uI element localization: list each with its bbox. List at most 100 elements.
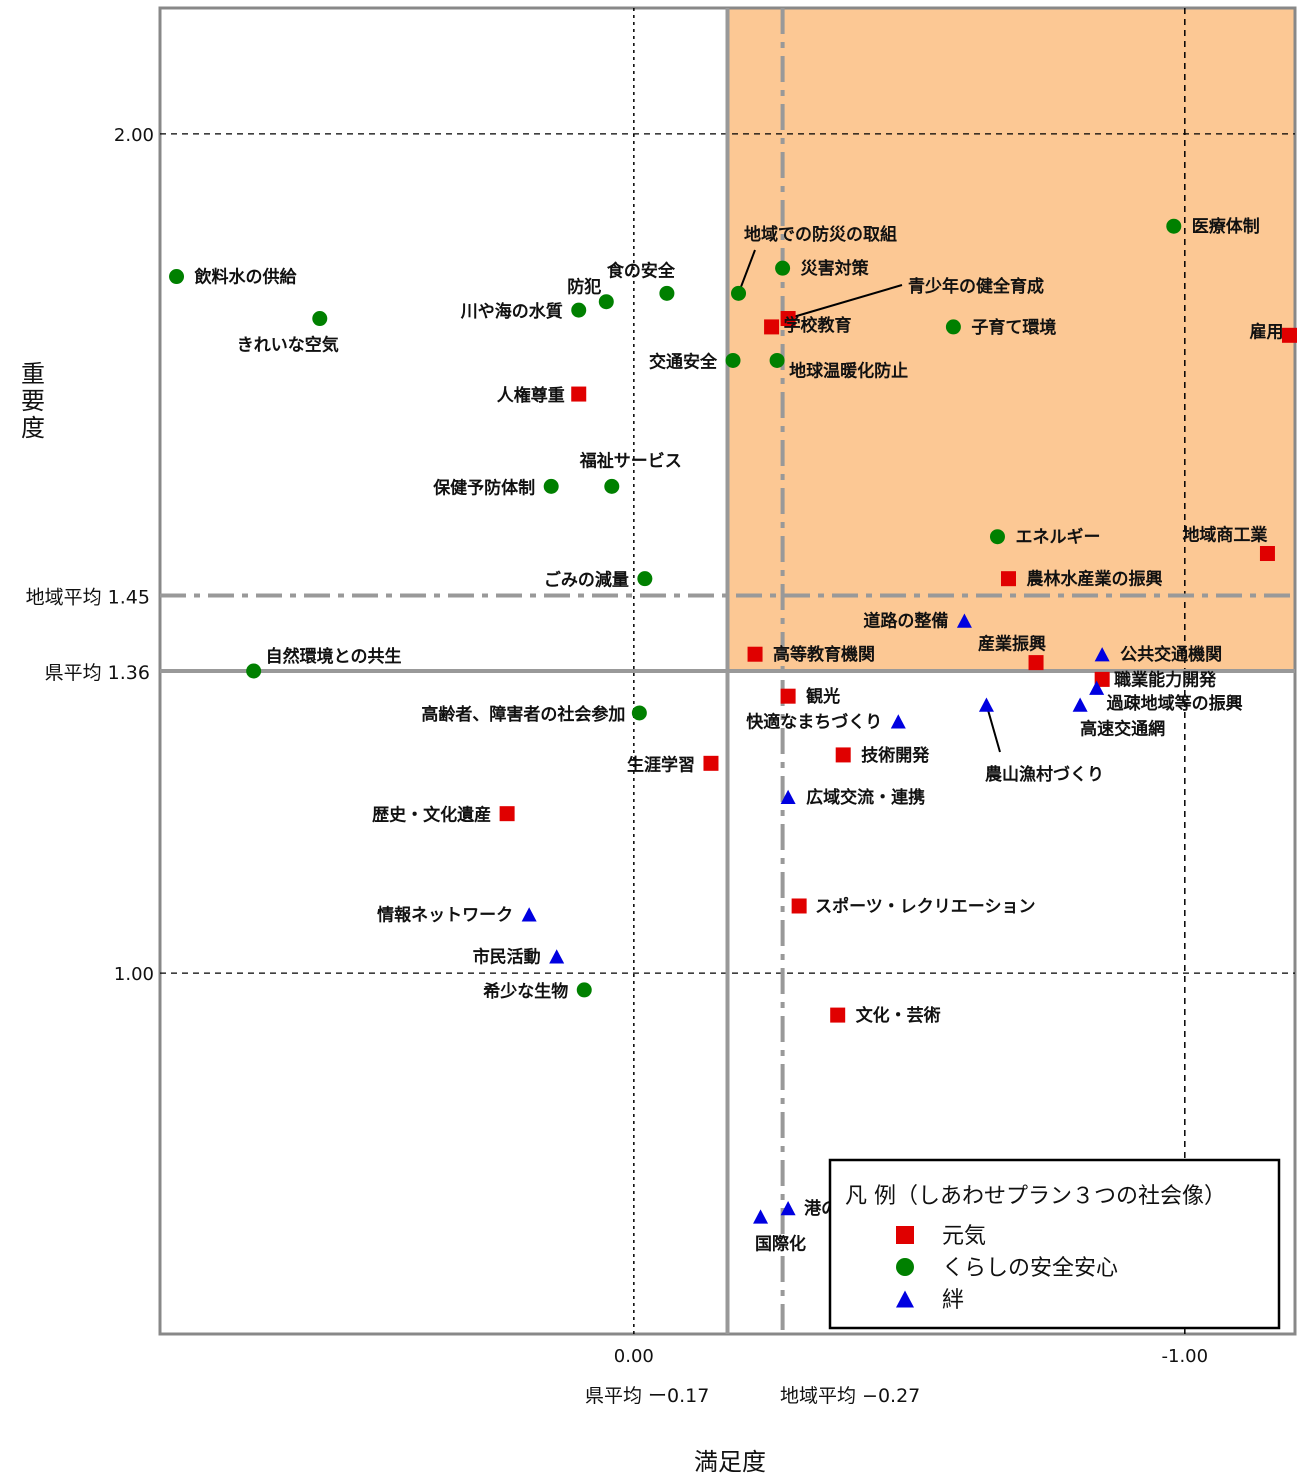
- point-label: 職業能力開発: [1114, 669, 1217, 690]
- triangle-point: [1089, 680, 1105, 695]
- point-label: ごみの減量: [544, 570, 629, 591]
- point-label: 雇用: [1249, 321, 1283, 342]
- circle-point: [312, 311, 328, 327]
- point-label: 歴史・文化遺産: [372, 805, 491, 826]
- circle-point: [659, 285, 675, 301]
- point-label: 地球温暖化防止: [789, 360, 908, 381]
- y-pref-average-label: 県平均 1.36: [45, 662, 150, 684]
- circle-point: [571, 302, 587, 318]
- square-point: [1281, 327, 1297, 343]
- x-axis-title: 満足度: [694, 1448, 766, 1476]
- point-label: 公共交通機関: [1120, 644, 1222, 665]
- circle-point: [576, 982, 592, 998]
- square-point: [499, 806, 515, 822]
- legend-item-label: くらしの安全安心: [942, 1256, 1118, 1281]
- leader-line: [737, 249, 756, 294]
- circle-point: [1166, 218, 1182, 234]
- y-axis-title: 重要度: [21, 360, 45, 442]
- point-label: 高速交通網: [1080, 719, 1165, 740]
- point-label: 国際化: [755, 1234, 806, 1255]
- triangle-point: [521, 907, 537, 922]
- point-label: 高等教育機関: [773, 644, 875, 665]
- priority-quadrant: [727, 8, 1295, 671]
- circle-point: [169, 269, 185, 285]
- point-label: 川や海の水質: [460, 301, 563, 322]
- circle-point: [775, 260, 791, 276]
- circle-point: [769, 352, 785, 368]
- y-axis-title-char: 度: [21, 414, 45, 442]
- square-point: [791, 898, 807, 914]
- square-point: [780, 688, 796, 704]
- point-label: 飲料水の供給: [194, 267, 298, 288]
- point-label: 高齢者、障害者の社会参加: [421, 704, 625, 725]
- tick-labels: 0.00 -1.00 2.00 1.00: [114, 125, 1208, 1367]
- point-label: 快適なまちづくり: [746, 711, 882, 732]
- point-label: 自然環境との共生: [266, 646, 402, 667]
- triangle-point: [780, 789, 796, 805]
- point-label: 食の安全: [607, 260, 676, 281]
- triangle-point: [753, 1209, 769, 1224]
- square-point: [764, 319, 780, 335]
- circle-point: [945, 319, 961, 335]
- point-label: きれいな空気: [237, 335, 339, 356]
- point-label: スポーツ・レクリエーション: [815, 896, 1035, 917]
- circle-point: [725, 352, 741, 368]
- point-label: 交通安全: [649, 351, 718, 372]
- triangle-point: [956, 613, 972, 628]
- point-label: 産業振興: [978, 634, 1046, 655]
- point-label: 子育て環境: [971, 317, 1056, 338]
- triangle-point: [780, 1200, 796, 1216]
- legend-triangle-marker: [896, 1290, 914, 1308]
- leader-lines: [737, 249, 1001, 753]
- x-tick-label: 0.00: [614, 1346, 654, 1367]
- x-region-average-label: 地域平均 −0.27: [780, 1385, 920, 1407]
- point-label: 学校教育: [784, 315, 852, 336]
- point-label: 文化・芸術: [856, 1005, 941, 1026]
- circle-point: [631, 705, 647, 721]
- point-label: エネルギー: [1015, 528, 1100, 548]
- point-label: 農山漁村づくり: [985, 764, 1104, 785]
- circle-point: [543, 478, 559, 494]
- y-region-average-label: 地域平均 1.45: [26, 586, 150, 608]
- point-label: 情報ネットワーク: [377, 904, 513, 925]
- point-label: 広域交流・連携: [806, 787, 925, 808]
- circle-point: [604, 478, 620, 494]
- point-label: 希少な生物: [483, 981, 568, 1002]
- circle-point: [598, 294, 614, 310]
- square-point: [1000, 571, 1016, 587]
- x-tick-label: -1.00: [1162, 1346, 1209, 1367]
- circle-point: [989, 529, 1005, 545]
- x-pref-average-label: 県平均 ー0.17: [585, 1385, 709, 1407]
- y-tick-label: 2.00: [114, 125, 154, 146]
- square-point: [571, 386, 587, 402]
- square-point: [830, 1007, 846, 1023]
- point-label: 過疎地域等の振興: [1107, 693, 1243, 714]
- circle-point: [731, 285, 747, 301]
- square-point: [703, 755, 719, 771]
- point-label: 市民活動: [473, 946, 541, 967]
- leader-line: [985, 704, 1001, 753]
- point-label: 災害対策: [801, 258, 870, 279]
- square-point: [780, 311, 796, 327]
- point-label: 技術開発: [861, 745, 930, 766]
- legend-item-label: 絆: [942, 1288, 964, 1313]
- triangle-point: [1094, 647, 1110, 662]
- point-label: 人権尊重: [497, 385, 565, 406]
- point-label: 医療体制: [1192, 216, 1260, 237]
- legend-circle-marker: [896, 1258, 914, 1276]
- point-label: 青少年の健全育成: [908, 276, 1044, 297]
- point-label: 福祉サービス: [579, 450, 682, 471]
- point-label: 地域での防災の取組: [744, 224, 897, 245]
- square-point: [835, 747, 851, 763]
- triangle-point: [549, 949, 565, 964]
- triangle-point: [978, 697, 994, 712]
- triangle-point: [890, 714, 906, 729]
- triangle-point: [1072, 697, 1088, 712]
- point-label: 生涯学習: [627, 754, 695, 775]
- legend-title: 凡 例（しあわせプラン３つの社会像）: [845, 1184, 1226, 1209]
- point-label: 地域商工業: [1182, 525, 1267, 546]
